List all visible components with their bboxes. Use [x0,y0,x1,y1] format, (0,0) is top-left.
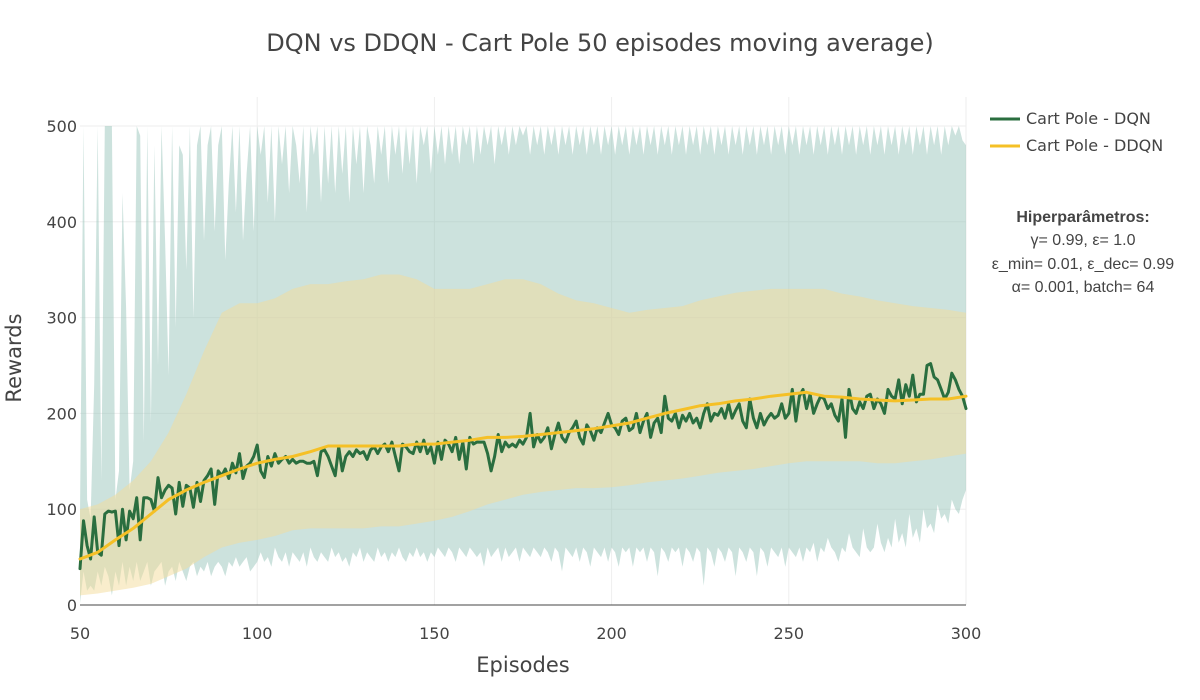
series-line-dqn [78,362,968,571]
hyperparameters-heading: Hiperparâmetros: [1016,209,1149,226]
legend-item-ddqn[interactable]: Cart Pole - DDQN [990,136,1163,155]
series-line-ddqn [78,390,968,561]
y-tick-label: 200 [46,404,77,423]
x-tick-label: 200 [596,624,627,643]
hyperparameters-annotation: Hiperparâmetros: γ= 0.99, ε= 1.0 ε_min= … [992,209,1174,296]
x-axis-title: Episodes [476,653,569,677]
hyperparameters-line-1: γ= 0.99, ε= 1.0 [1031,232,1136,249]
series-lines [78,362,968,571]
x-tick-label: 100 [242,624,273,643]
legend-item-dqn[interactable]: Cart Pole - DQN [990,109,1151,128]
y-tick-label: 400 [46,213,77,232]
y-tick-label: 0 [67,596,77,615]
y-tick-label: 500 [46,117,77,136]
bands [80,126,966,604]
x-tick-labels: 50 100 150 200 250 300 [70,624,981,643]
x-tick-label: 150 [419,624,450,643]
hyperparameters-line-2: ε_min= 0.01, ε_dec= 0.99 [992,256,1174,273]
y-tick-label: 100 [46,500,77,519]
chart-title: DQN vs DDQN - Cart Pole 50 episodes movi… [266,29,934,57]
legend-label-dqn: Cart Pole - DQN [1026,109,1151,128]
x-tick-label: 50 [70,624,90,643]
legend-label-ddqn: Cart Pole - DDQN [1026,136,1163,155]
y-axis-title: Rewards [2,313,26,402]
y-tick-label: 300 [46,309,77,328]
x-tick-label: 300 [951,624,982,643]
x-tick-label: 250 [774,624,805,643]
y-tick-labels: 0 100 200 300 400 500 [46,117,77,615]
legend: Cart Pole - DQN Cart Pole - DDQN [990,109,1163,155]
hyperparameters-line-3: α= 0.001, batch= 64 [1012,279,1155,296]
